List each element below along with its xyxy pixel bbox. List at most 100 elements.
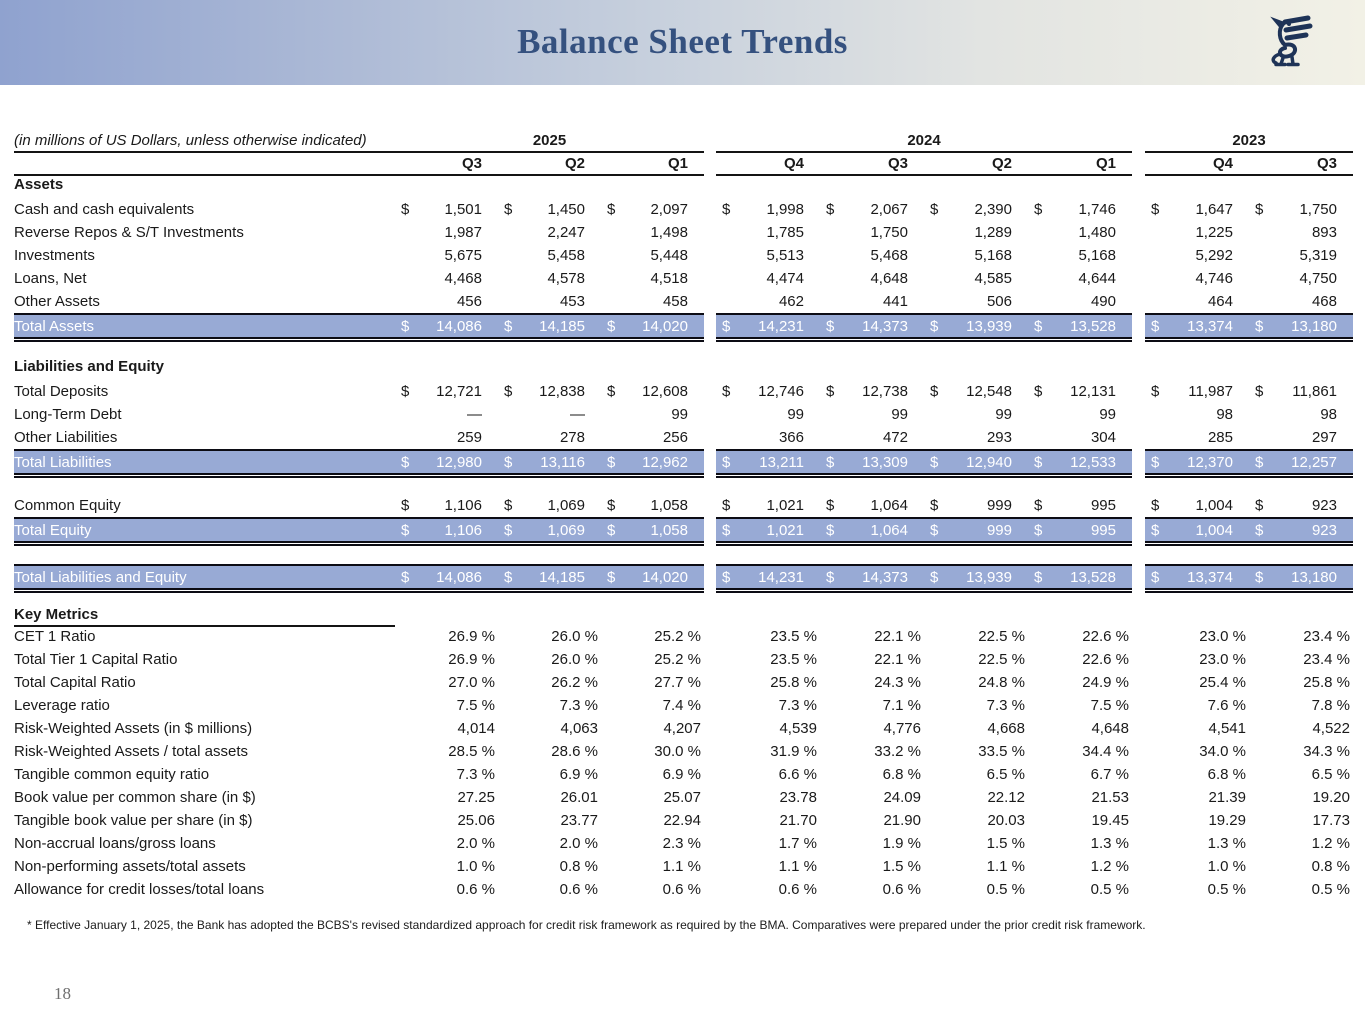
value-cell: 2.0 %	[498, 832, 601, 855]
value: 22.1 %	[874, 628, 921, 645]
value-cell: $1,021	[716, 519, 820, 541]
value: 7.3 %	[456, 766, 495, 783]
value-cell: $12,533	[1028, 451, 1132, 473]
value: 22.1 %	[874, 651, 921, 668]
value: 21.39	[1208, 789, 1246, 806]
value: 99	[1099, 406, 1116, 423]
value-cell: $1,069	[498, 519, 601, 541]
value-cell: 1,987	[395, 221, 498, 244]
value-cell: 4,585	[924, 267, 1028, 290]
value: 7.3 %	[559, 697, 598, 714]
table-row: Reverse Repos & S/T Investments 1,987 2,24…	[14, 221, 1353, 244]
value: 13,180	[1291, 317, 1337, 335]
value-cell: 1.1 %	[601, 855, 704, 878]
value-cell: 893	[1249, 221, 1353, 244]
table-row: Non-accrual loans/gross loans 2.0 % 2.0 % 2…	[14, 832, 1353, 855]
value-cell: 99	[924, 403, 1028, 426]
value-cell: 7.1 %	[820, 694, 924, 717]
value-cell: $13,374	[1145, 566, 1249, 588]
value: 13,309	[862, 453, 908, 471]
value: 22.12	[987, 789, 1025, 806]
row-label: Total Tier 1 Capital Ratio	[14, 651, 178, 668]
value: 1.5 %	[882, 858, 921, 875]
value: 19.20	[1312, 789, 1350, 806]
dollar-sign: $	[826, 383, 835, 400]
value: 506	[986, 293, 1012, 310]
value: 7.3 %	[778, 697, 817, 714]
section-title: Liabilities and Equity	[14, 358, 165, 375]
value-cell: 1.1 %	[716, 855, 820, 878]
dollar-sign: $	[401, 568, 410, 586]
value: 259	[456, 429, 482, 446]
row-label: Common Equity	[14, 497, 121, 514]
table-row: Non-performing assets/total assets 1.0 % 0…	[14, 855, 1353, 878]
value: 1,106	[444, 521, 482, 539]
value: 1,746	[1078, 201, 1116, 218]
table-row: Tangible book value per share (in $) 25.0…	[14, 809, 1353, 832]
value: 13,939	[966, 568, 1012, 586]
value-cell: $1,058	[601, 519, 704, 541]
value: 1.1 %	[662, 858, 701, 875]
value: 31.9 %	[770, 743, 817, 760]
value: 2,390	[974, 201, 1012, 218]
row-spacer	[14, 548, 1353, 564]
value-cell: 7.3 %	[395, 763, 498, 786]
value-cell: $1,746	[1028, 198, 1132, 221]
value: 4,539	[779, 720, 817, 737]
value: 278	[559, 429, 585, 446]
value-cell: $13,309	[820, 451, 924, 473]
value: 1,021	[766, 521, 804, 539]
value-cell: 458	[601, 290, 704, 313]
value: 256	[662, 429, 688, 446]
dollar-sign: $	[1151, 383, 1160, 400]
value-cell: 304	[1028, 426, 1132, 449]
value: 0.8 %	[1311, 858, 1350, 875]
value: —	[467, 406, 482, 423]
value: 304	[1090, 429, 1116, 446]
value: 13,374	[1187, 317, 1233, 335]
total-double-underline	[14, 475, 1353, 480]
value: 6.5 %	[1311, 766, 1350, 783]
value: 7.4 %	[662, 697, 701, 714]
value: 923	[1311, 521, 1337, 539]
row-label: Reverse Repos & S/T Investments	[14, 224, 244, 241]
value: 1,004	[1195, 497, 1233, 514]
value-cell: 1,498	[601, 221, 704, 244]
value: 19.29	[1208, 812, 1246, 829]
value-cell: 28.5 %	[395, 740, 498, 763]
value-cell: 7.6 %	[1145, 694, 1249, 717]
value-cell: 293	[924, 426, 1028, 449]
value: 22.5 %	[978, 628, 1025, 645]
value-cell: 7.4 %	[601, 694, 704, 717]
value: 2.0 %	[456, 835, 495, 852]
value: 13,374	[1187, 568, 1233, 586]
dollar-sign: $	[826, 453, 835, 471]
dollar-sign: $	[1255, 568, 1264, 586]
value: 14,185	[539, 568, 585, 586]
value-cell: 259	[395, 426, 498, 449]
value: 1,750	[870, 224, 908, 241]
value: 0.6 %	[662, 881, 701, 898]
value: 11,861	[1292, 383, 1337, 400]
table-row: Total Tier 1 Capital Ratio 26.9 % 26.0 % 25…	[14, 648, 1353, 671]
total-double-underline	[14, 339, 1353, 344]
value-cell: 0.6 %	[820, 878, 924, 901]
dollar-sign: $	[930, 201, 939, 218]
value: 2.0 %	[559, 835, 598, 852]
value: 0.5 %	[1207, 881, 1246, 898]
value: 33.2 %	[874, 743, 921, 760]
dollar-sign: $	[722, 317, 731, 335]
value: 441	[882, 293, 908, 310]
unit-note: (in millions of US Dollars, unless other…	[14, 132, 367, 149]
value-cell: 99	[716, 403, 820, 426]
table-row: Other Liabilities 259 278 256 366 472 293 304 28…	[14, 426, 1353, 449]
value: 1.5 %	[986, 835, 1025, 852]
value: 99	[671, 406, 688, 423]
value: 472	[882, 429, 908, 446]
row-label: Investments	[14, 247, 95, 264]
value: 923	[1311, 497, 1337, 514]
value: —	[570, 406, 585, 423]
value-cell: $14,373	[820, 315, 924, 337]
value-cell: 34.4 %	[1028, 740, 1132, 763]
value: 5,448	[650, 247, 688, 264]
